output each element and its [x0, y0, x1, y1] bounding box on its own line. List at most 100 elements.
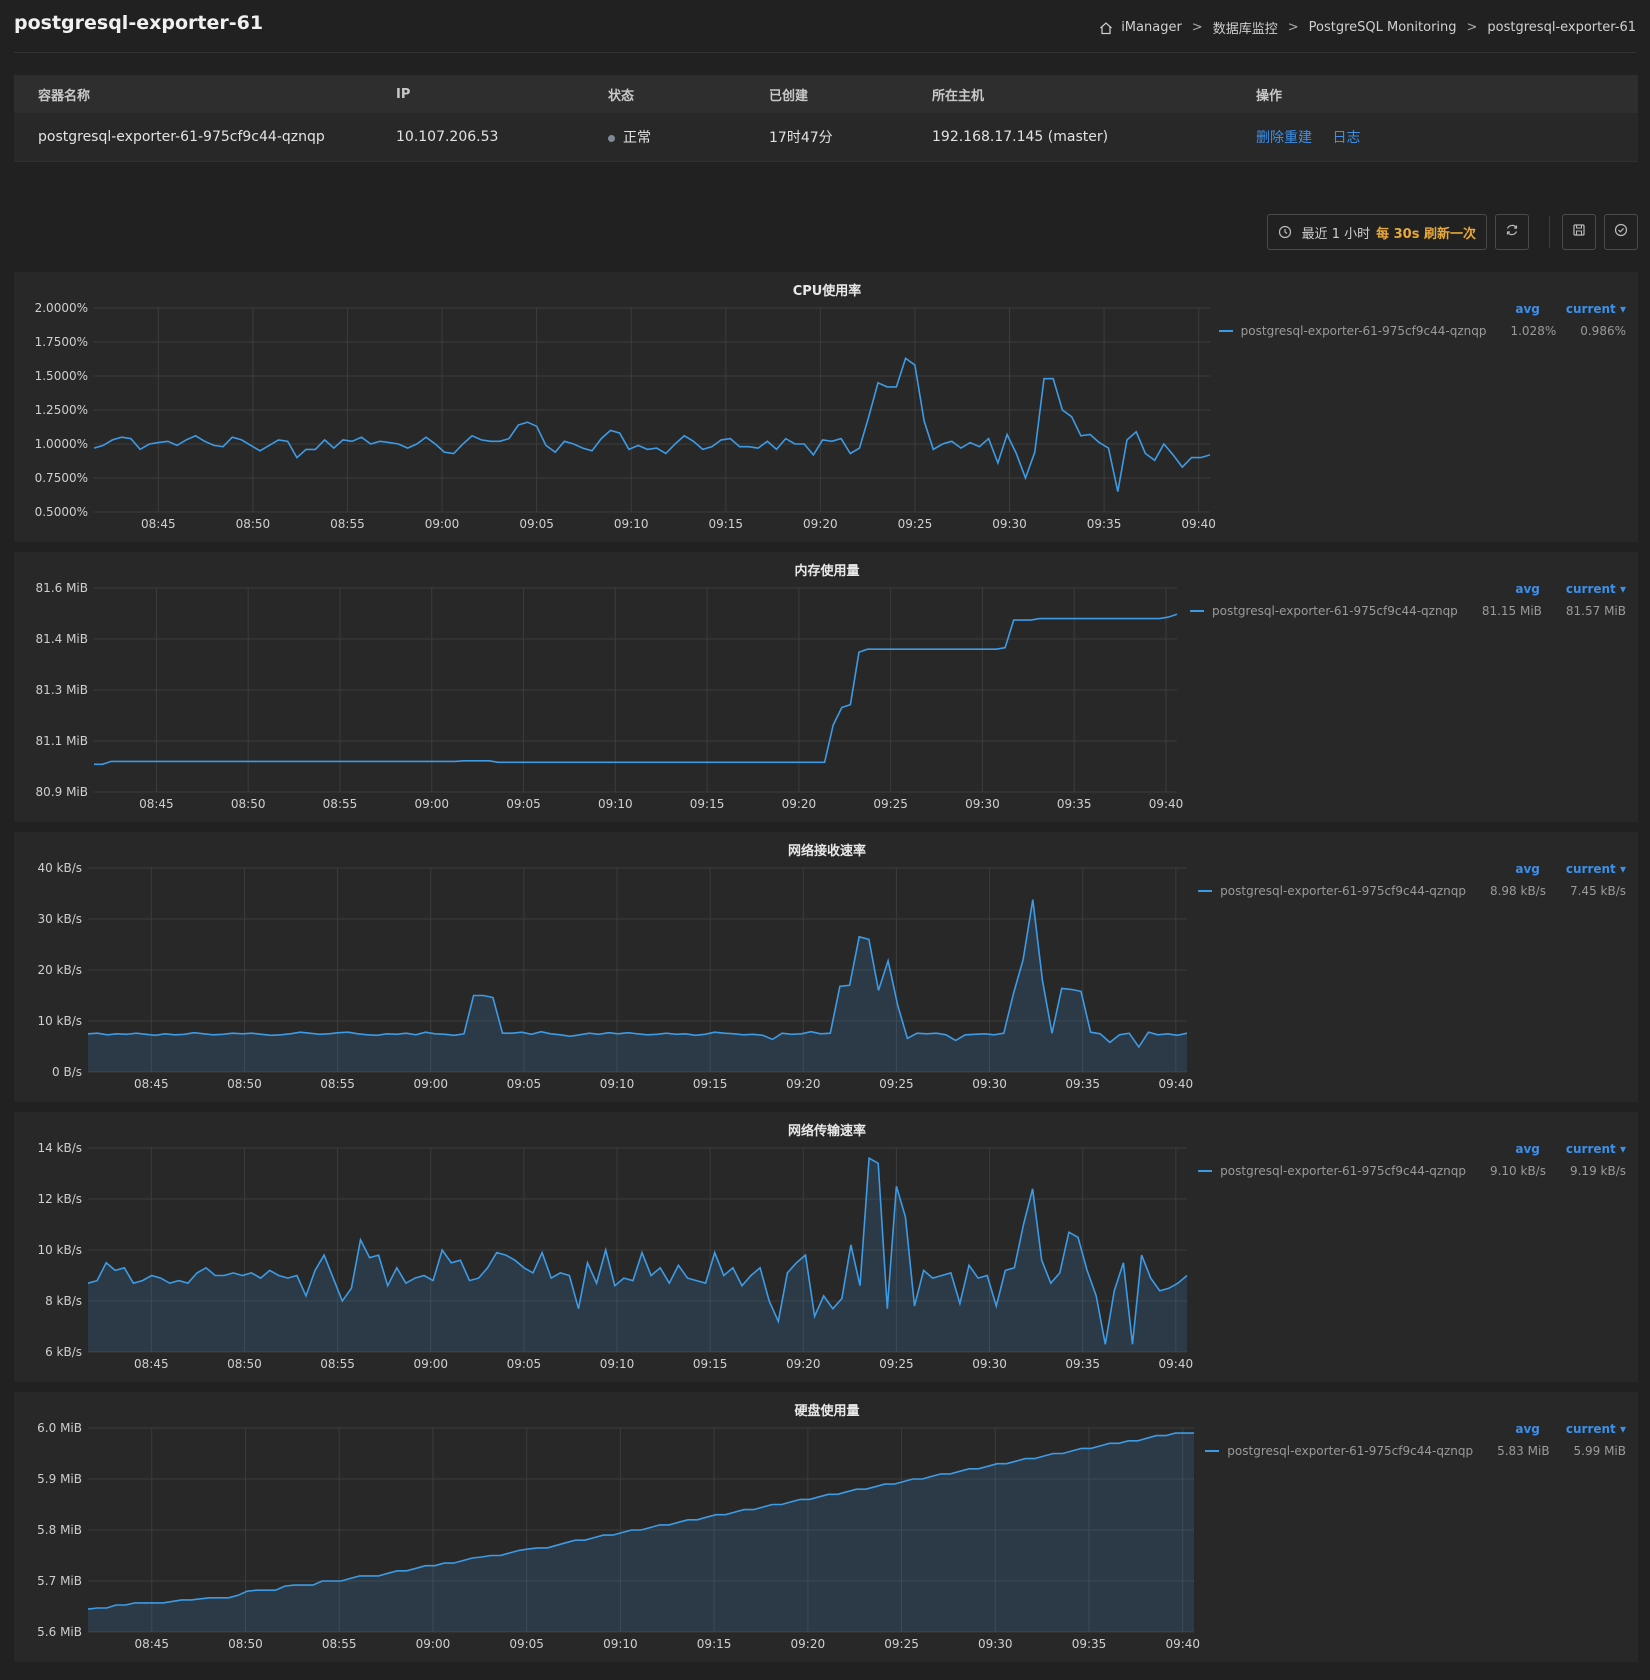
legend-avg-header[interactable]: avg — [1515, 302, 1540, 316]
x-tick-label: 08:55 — [322, 1637, 357, 1651]
x-tick-label: 09:35 — [1057, 797, 1092, 811]
y-tick-label: 81.3 MiB — [36, 683, 88, 697]
legend-current-value: 0.986% — [1580, 324, 1626, 338]
x-tick-label: 09:25 — [879, 1357, 914, 1371]
legend-avg-header[interactable]: avg — [1515, 582, 1540, 596]
chart-panel-disk: 硬盘使用量 6.0 MiB 5.9 MiB 5.8 MiB 5.7 MiB 5.6 MiB… — [14, 1392, 1638, 1662]
x-tick-label: 08:55 — [320, 1357, 355, 1371]
y-tick-label: 1.7500% — [35, 335, 88, 349]
x-tick-label: 09:10 — [603, 1637, 638, 1651]
x-tick-label: 09:40 — [1181, 517, 1216, 531]
chart-title: 网络接收速率 — [787, 844, 866, 859]
series-line[interactable] — [94, 613, 1178, 766]
x-tick-label: 09:25 — [898, 517, 933, 531]
legend-item[interactable]: postgresql-exporter-61-975cf9c44-qznqp 1.… — [1218, 324, 1626, 338]
legend-avg-header[interactable]: avg — [1515, 1142, 1540, 1156]
x-tick-label: 09:40 — [1165, 1637, 1200, 1651]
legend-item[interactable]: postgresql-exporter-61-975cf9c44-qznqp 8.… — [1198, 884, 1626, 898]
breadcrumb-item-pg-monitoring[interactable]: PostgreSQL Monitoring — [1308, 20, 1457, 35]
save-dashboard-button[interactable] — [1562, 214, 1596, 250]
y-tick-label: 5.6 MiB — [37, 1625, 82, 1639]
chart-title: 硬盘使用量 — [794, 1404, 860, 1419]
x-tick-label: 09:00 — [416, 1637, 451, 1651]
legend-swatch-icon — [1198, 1170, 1213, 1172]
legend-avg-value: 9.10 kB/s — [1489, 1164, 1546, 1178]
legend-avg-value: 5.83 MiB — [1497, 1444, 1550, 1458]
x-tick-label: 08:50 — [231, 797, 266, 811]
y-tick-label: 5.9 MiB — [37, 1472, 82, 1486]
home-icon[interactable] — [1099, 21, 1113, 35]
breadcrumb-item-imanager[interactable]: iManager — [1121, 20, 1182, 35]
series-line[interactable] — [87, 1156, 1188, 1345]
legend-avg-header[interactable]: avg — [1515, 1422, 1540, 1436]
x-tick-label: 09:15 — [708, 517, 743, 531]
x-tick-label: 08:55 — [330, 517, 365, 531]
x-tick-label: 09:30 — [978, 1637, 1013, 1651]
legend-header: avg current ▾ — [1198, 862, 1626, 876]
x-tick-label: 09:00 — [414, 797, 449, 811]
table-header: 容器名称 IP 状态 已创建 所在主机 操作 — [14, 75, 1638, 113]
container-table: 容器名称 IP 状态 已创建 所在主机 操作 postgresql-export… — [14, 75, 1638, 162]
x-tick-label: 08:50 — [228, 1637, 263, 1651]
x-tick-label: 09:25 — [879, 1077, 914, 1091]
time-range-label: 最近 1 小时 — [1301, 226, 1371, 242]
dashboard-toolbar: 最近 1 小时 每 30s 刷新一次 — [1266, 214, 1638, 250]
legend-current-header[interactable]: current ▾ — [1565, 1422, 1626, 1436]
cell-actions: 删除重建 日志 — [1256, 127, 1376, 147]
legend-current-header[interactable]: current ▾ — [1565, 302, 1626, 316]
x-tick-label: 09:15 — [693, 1357, 728, 1371]
series-line[interactable] — [93, 357, 1211, 492]
series-line[interactable] — [87, 1432, 1194, 1610]
table-row: postgresql-exporter-61-975cf9c44-qznqp 1… — [14, 113, 1638, 162]
refresh-button[interactable] — [1495, 214, 1529, 250]
chart-panel-cpu: CPU使用率 2.0000% 1.7500% 1.5000% 1.2500% 1.0000… — [14, 272, 1638, 542]
confirm-button[interactable] — [1604, 214, 1638, 250]
x-tick-label: 09:25 — [884, 1637, 919, 1651]
series-line[interactable] — [87, 899, 1188, 1049]
breadcrumb-item-db-monitor[interactable]: 数据库监控 — [1212, 22, 1278, 37]
x-tick-label: 09:20 — [782, 797, 817, 811]
legend-current-header[interactable]: current ▾ — [1565, 862, 1626, 876]
cell-created: 17时47分 — [769, 130, 833, 146]
chart-plot: 81.6 MiB 81.4 MiB 81.3 MiB 81.1 MiB 80.9 MiB… — [36, 581, 1184, 811]
legend-swatch-icon — [1198, 890, 1213, 892]
rebuild-link[interactable]: 删除重建 — [1256, 130, 1312, 146]
y-tick-label: 1.5000% — [35, 369, 88, 383]
x-tick-label: 09:35 — [1065, 1357, 1100, 1371]
chart-panel-net-rx: 网络接收速率 40 kB/s 30 kB/s 20 kB/s 10 kB/s 0 B/s 0… — [14, 832, 1638, 1102]
legend-avg-header[interactable]: avg — [1515, 862, 1540, 876]
chevron-right-icon: > — [1287, 20, 1299, 35]
legend-item[interactable]: postgresql-exporter-61-975cf9c44-qznqp 9.… — [1198, 1164, 1626, 1178]
x-tick-label: 09:40 — [1159, 1077, 1194, 1091]
legend-series-name: postgresql-exporter-61-975cf9c44-qznqp — [1227, 1444, 1474, 1458]
legend-current-header[interactable]: current ▾ — [1565, 1142, 1626, 1156]
legend-swatch-icon — [1190, 610, 1205, 612]
toolbar-divider — [1549, 216, 1550, 248]
legend-item[interactable]: postgresql-exporter-61-975cf9c44-qznqp 81… — [1190, 604, 1626, 618]
chevron-right-icon: > — [1466, 20, 1478, 35]
x-tick-label: 09:25 — [873, 797, 908, 811]
time-range-picker[interactable]: 最近 1 小时 每 30s 刷新一次 — [1266, 214, 1487, 250]
y-tick-label: 1.0000% — [35, 437, 88, 451]
legend-series-name: postgresql-exporter-61-975cf9c44-qznqp — [1240, 324, 1487, 338]
legend-series-name: postgresql-exporter-61-975cf9c44-qznqp — [1220, 884, 1466, 898]
legend-item[interactable]: postgresql-exporter-61-975cf9c44-qznqp 5.… — [1205, 1444, 1626, 1458]
x-tick-label: 08:55 — [320, 1077, 355, 1091]
chart-title: 网络传输速率 — [787, 1124, 866, 1139]
y-tick-label: 81.1 MiB — [36, 734, 88, 748]
y-tick-label: 81.6 MiB — [36, 581, 88, 595]
cell-container-name: postgresql-exporter-61-975cf9c44-qznqp — [38, 129, 325, 145]
chevron-right-icon: > — [1191, 20, 1203, 35]
x-tick-label: 09:20 — [786, 1077, 821, 1091]
breadcrumb-item-current: postgresql-exporter-61 — [1487, 20, 1636, 35]
x-tick-label: 09:15 — [693, 1077, 728, 1091]
legend-header: avg current ▾ — [1219, 302, 1626, 316]
x-tick-label: 09:30 — [972, 1077, 1007, 1091]
legend-header: avg current ▾ — [1205, 1422, 1626, 1436]
y-tick-label: 6.0 MiB — [37, 1421, 82, 1435]
y-tick-label: 8 kB/s — [45, 1294, 82, 1308]
legend-current-header[interactable]: current ▾ — [1565, 582, 1626, 596]
log-link[interactable]: 日志 — [1332, 130, 1361, 146]
legend-swatch-icon — [1218, 330, 1233, 332]
legend-series-name: postgresql-exporter-61-975cf9c44-qznqp — [1212, 604, 1458, 618]
